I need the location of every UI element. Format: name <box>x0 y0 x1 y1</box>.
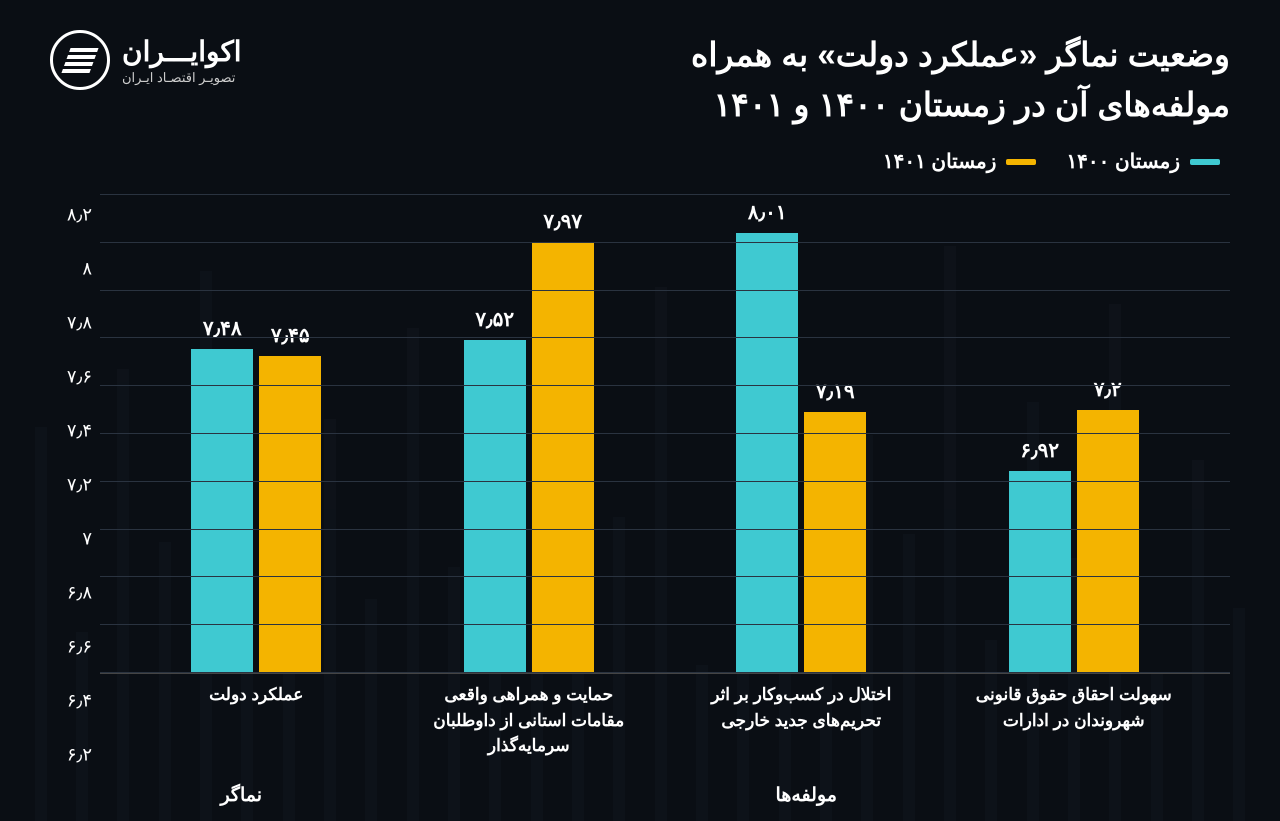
legend-item-1401: زمستان ۱۴۰۱ <box>883 149 1037 174</box>
bar: ۶٫۹۲ <box>1009 471 1071 672</box>
legend-swatch-1401 <box>1006 159 1036 165</box>
x-label: حمایت و همراهی واقعی مقامات استانی از دا… <box>419 682 639 759</box>
brand-name: اکوایـــران <box>122 35 242 68</box>
bar-group: ۸٫۰۱۷٫۱۹ <box>736 233 866 672</box>
gridline <box>100 672 1230 673</box>
gridline <box>100 624 1230 625</box>
y-tick: ۶٫۲ <box>67 745 92 766</box>
bar: ۷٫۹۷ <box>532 242 594 672</box>
bar-value-label: ۷٫۹۷ <box>543 209 582 234</box>
gridline <box>100 242 1230 243</box>
bar-value-label: ۷٫۴۵ <box>271 323 310 348</box>
x-label: سهولت احقاق حقوق قانونی شهروندان در ادار… <box>964 682 1184 759</box>
chart-legend: زمستان ۱۴۰۰ زمستان ۱۴۰۱ <box>0 139 1280 194</box>
plot-area: ۷٫۴۸۷٫۴۵۷٫۵۲۷٫۹۷۸٫۰۱۷٫۱۹۶٫۹۲۷٫۲ <box>100 194 1230 674</box>
legend-item-1400: زمستان ۱۴۰۰ <box>1066 149 1220 174</box>
bar-group: ۷٫۵۲۷٫۹۷ <box>464 242 594 672</box>
bar-value-label: ۸٫۰۱ <box>748 200 787 225</box>
bar-value-label: ۷٫۵۲ <box>475 307 514 332</box>
brand-logo-icon <box>50 30 110 90</box>
chart-area: ۸٫۲۸۷٫۸۷٫۶۷٫۴۷٫۲۷۶٫۸۶٫۶۶٫۴۶٫۲ ۷٫۴۸۷٫۴۵۷٫… <box>100 194 1230 734</box>
brand-block: اکوایـــران تصویـر اقتصـاد ایـران <box>50 30 242 90</box>
gridline <box>100 576 1230 577</box>
bar: ۸٫۰۱ <box>736 233 798 672</box>
y-tick: ۸٫۲ <box>67 205 92 226</box>
legend-swatch-1400 <box>1190 159 1220 165</box>
y-tick: ۶٫۶ <box>67 637 92 658</box>
bar: ۷٫۲ <box>1077 410 1139 672</box>
y-tick: ۶٫۴ <box>67 691 92 712</box>
bar-value-label: ۷٫۲ <box>1094 377 1122 402</box>
y-tick: ۷٫۶ <box>67 367 92 388</box>
bar-value-label: ۷٫۱۹ <box>816 379 855 404</box>
bar-value-label: ۶٫۹۲ <box>1020 438 1059 463</box>
x-label: اختلال در کسب‌وکار بر اثر تحریم‌های جدید… <box>691 682 911 759</box>
y-tick: ۷ <box>82 529 92 550</box>
title-line-2: مولفه‌های آن در زمستان ۱۴۰۰ و ۱۴۰۱ <box>691 80 1230 130</box>
x-axis-labels: عملکرد دولت حمایت و همراهی واقعی مقامات ا… <box>100 682 1230 759</box>
gridline <box>100 337 1230 338</box>
section-components-label: مولفه‌ها <box>383 784 1231 807</box>
y-tick: ۶٫۸ <box>67 583 92 604</box>
y-tick: ۷٫۸ <box>67 313 92 334</box>
legend-label-1401: زمستان ۱۴۰۱ <box>883 149 997 174</box>
gridline <box>100 481 1230 482</box>
gridline <box>100 194 1230 195</box>
y-tick: ۷٫۴ <box>67 421 92 442</box>
bar: ۷٫۱۹ <box>804 412 866 672</box>
gridline <box>100 385 1230 386</box>
gridline <box>100 433 1230 434</box>
section-indicator-label: نماگر <box>100 784 383 807</box>
section-labels: نماگر مولفه‌ها <box>100 784 1230 807</box>
x-label: عملکرد دولت <box>146 682 366 759</box>
legend-label-1400: زمستان ۱۴۰۰ <box>1066 149 1180 174</box>
title-line-1: وضعیت نماگر «عملکرد دولت» به همراه <box>691 30 1230 80</box>
gridline <box>100 290 1230 291</box>
y-tick: ۷٫۲ <box>67 475 92 496</box>
gridline <box>100 529 1230 530</box>
bar-group: ۶٫۹۲۷٫۲ <box>1009 410 1139 672</box>
y-tick: ۸ <box>82 259 92 280</box>
chart-title: وضعیت نماگر «عملکرد دولت» به همراه مولفه… <box>691 30 1230 129</box>
y-axis: ۸٫۲۸۷٫۸۷٫۶۷٫۴۷٫۲۷۶٫۸۶٫۶۶٫۴۶٫۲ <box>50 194 100 734</box>
brand-tagline: تصویـر اقتصـاد ایـران <box>122 70 242 86</box>
bar: ۷٫۵۲ <box>464 340 526 672</box>
